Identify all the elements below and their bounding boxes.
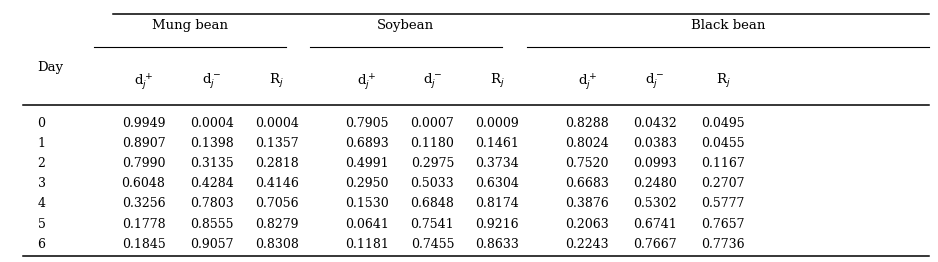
Text: 0.7803: 0.7803 (190, 197, 234, 210)
Text: 0.1398: 0.1398 (190, 137, 234, 150)
Text: $\mathregular{d}^-_j$: $\mathregular{d}^-_j$ (423, 72, 442, 91)
Text: 0.4146: 0.4146 (255, 177, 298, 190)
Text: 0.7667: 0.7667 (633, 238, 676, 251)
Text: 0.8279: 0.8279 (255, 217, 298, 231)
Text: 0.8555: 0.8555 (190, 217, 234, 231)
Text: 0.2818: 0.2818 (255, 157, 298, 170)
Text: 0.1181: 0.1181 (345, 238, 388, 251)
Text: 0.3256: 0.3256 (122, 197, 165, 210)
Text: 0.0641: 0.0641 (345, 217, 388, 231)
Text: 0.1845: 0.1845 (122, 238, 165, 251)
Text: 0.3734: 0.3734 (476, 157, 519, 170)
Text: 0.0009: 0.0009 (476, 117, 519, 130)
Text: 0.5033: 0.5033 (411, 177, 454, 190)
Text: 0.7905: 0.7905 (345, 117, 388, 130)
Text: 0.1180: 0.1180 (411, 137, 454, 150)
Text: 0.7736: 0.7736 (702, 238, 745, 251)
Text: 0.2063: 0.2063 (566, 217, 609, 231)
Text: 0.9057: 0.9057 (190, 238, 234, 251)
Text: 0.6304: 0.6304 (476, 177, 519, 190)
Text: 0.2975: 0.2975 (411, 157, 454, 170)
Text: 0.1778: 0.1778 (122, 217, 165, 231)
Text: 0.2950: 0.2950 (345, 177, 388, 190)
Text: Black bean: Black bean (690, 19, 765, 32)
Text: 0.0004: 0.0004 (255, 117, 298, 130)
Text: $\mathregular{R}_j$: $\mathregular{R}_j$ (269, 72, 284, 90)
Text: 0.8308: 0.8308 (255, 238, 298, 251)
Text: 0.2707: 0.2707 (702, 177, 745, 190)
Text: $\mathregular{R}_j$: $\mathregular{R}_j$ (716, 72, 731, 90)
Text: 0.6683: 0.6683 (566, 177, 609, 190)
Text: 0.2243: 0.2243 (566, 238, 609, 251)
Text: 0.8633: 0.8633 (476, 238, 519, 251)
Text: 0.0007: 0.0007 (411, 117, 454, 130)
Text: 0.2480: 0.2480 (633, 177, 676, 190)
Text: $\mathregular{d}^+_j$: $\mathregular{d}^+_j$ (357, 71, 376, 92)
Text: 0.6848: 0.6848 (411, 197, 454, 210)
Text: 0.7056: 0.7056 (255, 197, 298, 210)
Text: 0.4284: 0.4284 (190, 177, 234, 190)
Text: 0.0004: 0.0004 (190, 117, 234, 130)
Text: 0.7520: 0.7520 (566, 157, 609, 170)
Text: $\mathregular{d}^-_j$: $\mathregular{d}^-_j$ (203, 72, 221, 91)
Text: 0.6741: 0.6741 (633, 217, 676, 231)
Text: 0.0432: 0.0432 (633, 117, 676, 130)
Text: 6: 6 (38, 238, 46, 251)
Text: 0.7657: 0.7657 (702, 217, 745, 231)
Text: 0.7455: 0.7455 (411, 238, 454, 251)
Text: 0.9949: 0.9949 (122, 117, 165, 130)
Text: 0.1167: 0.1167 (702, 157, 745, 170)
Text: 0.0383: 0.0383 (633, 137, 676, 150)
Text: 0.0993: 0.0993 (633, 157, 676, 170)
Text: 0.3135: 0.3135 (190, 157, 234, 170)
Text: 0.7541: 0.7541 (411, 217, 454, 231)
Text: 0.7990: 0.7990 (122, 157, 165, 170)
Text: 0.3876: 0.3876 (566, 197, 609, 210)
Text: $\mathregular{d}^-_j$: $\mathregular{d}^-_j$ (645, 72, 664, 91)
Text: 0.8174: 0.8174 (476, 197, 519, 210)
Text: 0.4991: 0.4991 (345, 157, 388, 170)
Text: 0.1530: 0.1530 (345, 197, 388, 210)
Text: 0.1461: 0.1461 (476, 137, 519, 150)
Text: 0.1357: 0.1357 (255, 137, 298, 150)
Text: 4: 4 (38, 197, 46, 210)
Text: 2: 2 (38, 157, 45, 170)
Text: Soybean: Soybean (377, 19, 434, 32)
Text: 0.6048: 0.6048 (122, 177, 165, 190)
Text: 0.0495: 0.0495 (702, 117, 745, 130)
Text: $\mathregular{R}_j$: $\mathregular{R}_j$ (490, 72, 505, 90)
Text: 3: 3 (38, 177, 46, 190)
Text: $\mathregular{d}^+_j$: $\mathregular{d}^+_j$ (134, 71, 153, 92)
Text: 0.5302: 0.5302 (633, 197, 676, 210)
Text: Day: Day (38, 61, 64, 74)
Text: Mung bean: Mung bean (152, 19, 228, 32)
Text: 0.8907: 0.8907 (122, 137, 165, 150)
Text: 0.8288: 0.8288 (566, 117, 609, 130)
Text: 0: 0 (38, 117, 46, 130)
Text: 0.0455: 0.0455 (702, 137, 745, 150)
Text: $\mathregular{d}^+_j$: $\mathregular{d}^+_j$ (578, 71, 597, 92)
Text: 0.8024: 0.8024 (566, 137, 609, 150)
Text: 0.9216: 0.9216 (476, 217, 519, 231)
Text: 0.6893: 0.6893 (345, 137, 388, 150)
Text: 1: 1 (38, 137, 46, 150)
Text: 5: 5 (38, 217, 45, 231)
Text: 0.5777: 0.5777 (702, 197, 745, 210)
